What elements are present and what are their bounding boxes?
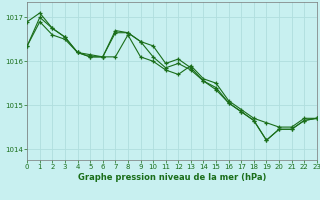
X-axis label: Graphe pression niveau de la mer (hPa): Graphe pression niveau de la mer (hPa) — [78, 173, 266, 182]
